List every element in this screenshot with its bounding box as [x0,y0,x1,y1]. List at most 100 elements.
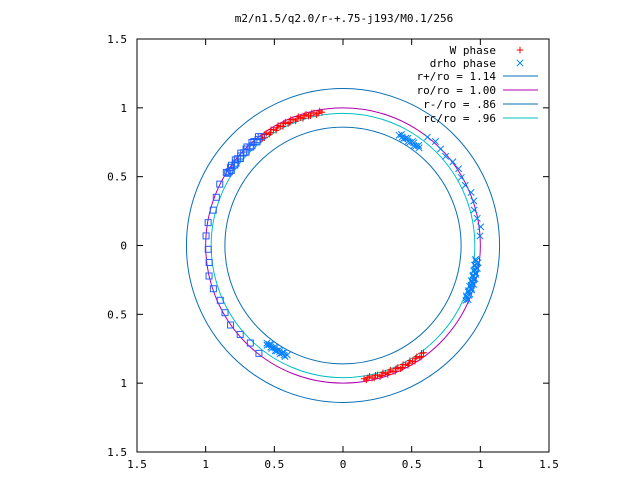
square-point [202,232,210,240]
w-phase-point [292,117,299,125]
y-tick-label: 1.5 [107,33,127,46]
drho-phase-point [449,158,457,166]
square-point [232,159,240,167]
w-phase-point [301,112,308,119]
square-point [221,309,229,317]
drho-phase-point [412,142,420,150]
drho-phase-point [470,261,479,269]
square-point [246,339,254,347]
square-point [205,258,213,266]
legend-label: rc/ro = .96 [423,112,496,125]
drho-phase-point [464,296,472,304]
square-point [216,296,224,304]
drho-phase-point [423,133,431,141]
reference-circle [224,126,462,365]
x-tick-label: 1.5 [127,458,147,471]
legend-label: W phase [450,44,496,57]
x-tick-label: 1 [202,458,209,471]
square-point [255,349,263,357]
w-phase-point [399,364,406,371]
drho-phase-point [280,348,288,357]
square-point [250,137,258,145]
w-phase-point [267,129,274,136]
drho-phase-point [470,197,478,205]
legend-marker [516,46,524,54]
drho-phase-point [442,152,450,160]
drho-phase-point [472,257,480,265]
square-point [209,206,217,214]
y-tick-label: 0 [120,240,127,253]
chart-title: m2/n1.5/q2.0/r-+.75-j193/M0.1/256 [235,12,454,25]
drho-phase-point [462,292,470,300]
w-phase-point [287,116,294,123]
legend-marker [516,59,524,67]
x-axis: 1.5 1 0.5 0 0.5 1 1.5 [127,39,559,471]
w-phase-point [387,366,394,374]
w-phase-point [392,368,399,375]
w-phase-point [420,349,427,356]
square-point [236,330,244,338]
y-tick-label: 0.5 [107,171,127,184]
drho-phase-point [410,142,418,150]
square-point [209,285,217,293]
square-point [212,193,220,201]
square-point [222,168,230,176]
drho-phase-point [397,130,406,139]
legend-label: r+/ro = 1.14 [417,70,497,83]
drho-phase-point [455,165,463,173]
drho-phase-point [431,137,439,146]
square-point [216,180,224,188]
w-phase-point [412,355,419,362]
reference-circle [185,88,501,403]
square-point [224,169,232,177]
reference-circle [205,107,481,384]
drho-phase-point [471,255,480,264]
reference-circle [210,112,476,379]
w-phase-point [280,120,287,127]
square-point [204,219,212,227]
y-tick-label: 1.5 [107,446,127,459]
w-phase-point [370,374,378,382]
drho-phase-point [466,282,474,290]
x-tick-label: 0.5 [264,458,284,471]
x-tick-label: 0.5 [402,458,422,471]
data-points [202,107,485,384]
drho-phase-point [477,223,485,231]
square-point [227,321,235,329]
w-phase-point [308,109,316,117]
square-point [204,245,212,253]
y-axis: 1.5 1 0.5 0 0.5 1 1.5 [107,33,549,459]
drho-phase-point [276,350,284,358]
drho-phase-point [404,137,412,145]
drho-phase-point [283,351,291,359]
w-phase-point [416,354,423,361]
drho-phase-point [263,341,271,349]
drho-phase-point [467,188,475,196]
drho-phase-point [470,206,478,214]
drho-phase-point [395,131,403,139]
drho-phase-point [461,181,469,189]
x-tick-label: 1 [477,458,484,471]
square-point [205,272,213,280]
drho-phase-point [473,214,481,222]
y-tick-label: 0.5 [107,308,127,321]
legend-label: ro/ro = 1.00 [417,84,496,97]
x-tick-label: 1.5 [539,458,559,471]
w-phase-point [272,127,280,134]
drho-phase-point [457,173,465,182]
x-tick-label: 0 [340,458,347,471]
drho-phase-point [476,232,484,240]
legend-label: drho phase [430,57,496,70]
drho-phase-point [467,277,475,285]
square-point [242,148,250,156]
w-phase-point [402,361,409,368]
drho-phase-point [437,145,445,153]
w-phase-point [277,123,284,130]
y-tick-label: 1 [120,377,127,390]
legend-label: r-/ro = .86 [423,98,496,111]
y-tick-label: 1 [120,102,127,115]
reference-circles [185,88,501,403]
w-phase-point [378,372,385,379]
